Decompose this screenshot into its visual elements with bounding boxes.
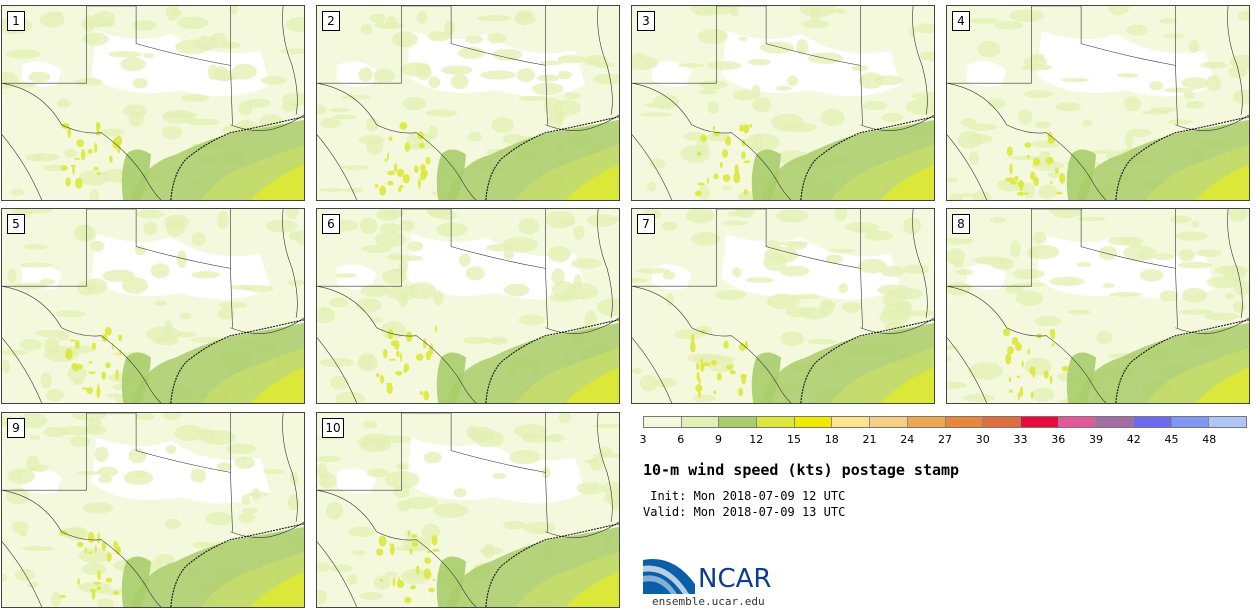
colorbar-segment	[681, 417, 720, 427]
panel-number: 10	[322, 418, 344, 438]
logo-text: NCAR	[698, 564, 772, 594]
colorbar-tick-label: 48	[1202, 433, 1217, 446]
colorbar-tick-label: 27	[938, 433, 952, 446]
colorbar-segment	[719, 417, 758, 427]
colorbar-tick-label: 3	[639, 433, 647, 446]
ncar-logo-icon	[643, 559, 695, 594]
site-url: ensemble.ucar.edu	[652, 595, 765, 608]
colorbar-ticks: 3 6 9 12 15 18 21 24 27 30 33 36 39 42 45 48	[639, 433, 1247, 447]
panel-number: 2	[322, 11, 340, 31]
colorbar-tick-label: 30	[975, 433, 990, 446]
map-panel-1: 1	[1, 5, 305, 201]
map-panel-7: 7	[631, 208, 935, 404]
panel-number: 9	[7, 418, 25, 438]
colorbar-segment	[1133, 417, 1172, 427]
colorbar-segment	[983, 417, 1021, 427]
colorbar-segment	[1020, 417, 1059, 427]
map-panel-6: 6	[316, 208, 620, 404]
map-panel-10: 10	[316, 412, 620, 608]
colorbar-segment	[644, 417, 682, 427]
valid-time: Valid: Mon 2018-07-09 13 UTC	[643, 505, 846, 519]
panel-number: 7	[637, 214, 655, 234]
colorbar-tick-label: 45	[1164, 433, 1179, 446]
colorbar-segment	[1096, 417, 1134, 427]
colorbar-tick-label: 33	[1013, 433, 1028, 446]
colorbar-segment	[945, 417, 984, 427]
plot-title: 10-m wind speed (kts) postage stamp	[643, 461, 960, 479]
colorbar-tick-label: 9	[715, 433, 722, 446]
colorbar-tick-label: 42	[1126, 433, 1141, 446]
panel-number: 1	[7, 11, 25, 31]
map-panel-4: 4	[946, 5, 1250, 201]
colorbar-tick-label: 21	[862, 433, 877, 446]
colorbar-tick-label: 12	[749, 433, 764, 446]
colorbar-segment	[1171, 417, 1210, 427]
panel-number: 5	[7, 214, 25, 234]
colorbar-segment	[832, 417, 871, 427]
colorbar-segment	[907, 417, 946, 427]
colorbar-tick-label: 6	[677, 433, 685, 446]
panel-number: 6	[322, 214, 340, 234]
colorbar-tick-label: 24	[900, 433, 915, 446]
colorbar-segment	[870, 417, 908, 427]
colorbar-segment	[794, 417, 833, 427]
map-panel-3: 3	[631, 5, 935, 201]
colorbar-tick-label: 36	[1051, 433, 1066, 446]
map-panel-9: 9	[1, 412, 305, 608]
colorbar-tick-label: 39	[1089, 433, 1103, 446]
init-time: Init: Mon 2018-07-09 12 UTC	[643, 489, 846, 503]
colorbar-segment	[757, 417, 795, 427]
map-panel-2: 2	[316, 5, 620, 201]
panel-number: 8	[952, 214, 970, 234]
colorbar-segment	[1058, 417, 1097, 427]
colorbar-segment	[1209, 417, 1246, 427]
colorbar-tick-label: 15	[787, 433, 801, 446]
panel-number: 3	[637, 11, 655, 31]
colorbar-tick-label: 18	[824, 433, 839, 446]
map-panel-8: 8	[946, 208, 1250, 404]
map-panel-5: 5	[1, 208, 305, 404]
panel-number: 4	[952, 11, 970, 31]
colorbar	[643, 416, 1247, 428]
